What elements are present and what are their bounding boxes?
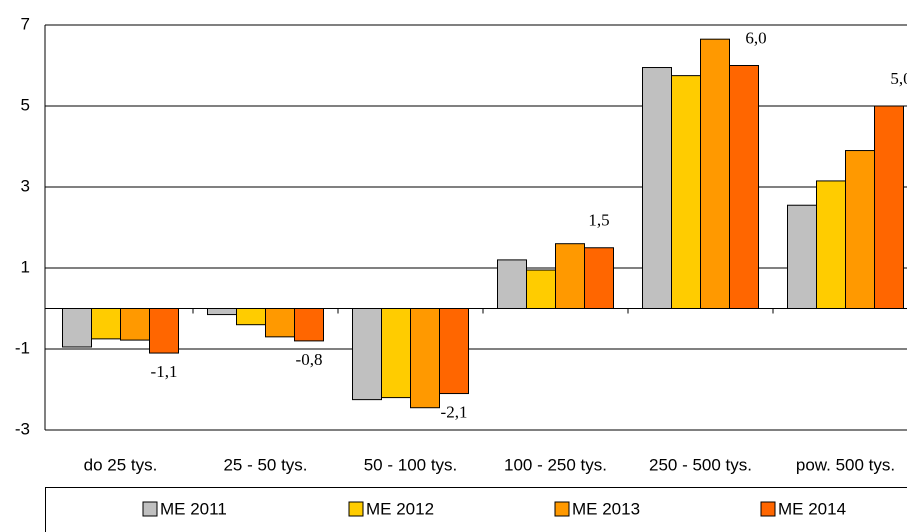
y-tick-label: 3 [21, 176, 30, 195]
x-tick-label: 100 - 250 tys. [504, 455, 607, 474]
bar [816, 180, 846, 309]
x-tick-label: do 25 tys. [84, 455, 158, 474]
y-tick-label: 1 [21, 257, 30, 276]
data-label: -0,8 [296, 350, 323, 369]
y-tick-label: -3 [15, 419, 30, 438]
bar [845, 150, 875, 309]
bar [584, 247, 614, 309]
legend-label: ME 2014 [778, 499, 846, 518]
bar [555, 243, 585, 309]
x-tick-label: 50 - 100 tys. [364, 455, 458, 474]
data-label: -2,1 [441, 402, 468, 421]
bar [439, 308, 469, 395]
legend-label: ME 2012 [366, 499, 434, 518]
legend-swatch [554, 501, 570, 517]
bar [352, 308, 382, 401]
bar [700, 38, 730, 310]
bar [62, 308, 92, 348]
bar [874, 105, 904, 309]
data-label: 5,0 [890, 69, 907, 88]
bar [642, 67, 672, 310]
bar [381, 308, 411, 399]
x-tick-label: 25 - 50 tys. [223, 455, 307, 474]
bar [497, 259, 527, 309]
bar [729, 65, 759, 309]
data-label: 6,0 [745, 28, 766, 47]
bar [787, 204, 817, 310]
bar [671, 75, 701, 309]
data-label: 1,5 [588, 211, 609, 230]
y-tick-label: -1 [15, 338, 30, 357]
y-tick-label: 7 [21, 14, 30, 33]
legend-swatch [348, 501, 364, 517]
data-label: -1,1 [151, 362, 178, 381]
bar [294, 308, 324, 342]
bar [265, 308, 295, 338]
bar [236, 308, 266, 326]
legend-swatch [142, 501, 158, 517]
bar [410, 308, 440, 409]
x-tick-label: 250 - 500 tys. [649, 455, 752, 474]
bar [149, 308, 179, 354]
bar [91, 308, 121, 340]
y-tick-label: 5 [21, 95, 30, 114]
bar [526, 269, 556, 309]
legend-label: ME 2011 [160, 499, 227, 518]
bar [120, 308, 150, 341]
bar [207, 308, 237, 316]
legend-label: ME 2013 [572, 499, 640, 518]
x-tick-label: pow. 500 tys. [796, 455, 895, 474]
legend-swatch [760, 501, 776, 517]
legend-box [45, 487, 907, 532]
